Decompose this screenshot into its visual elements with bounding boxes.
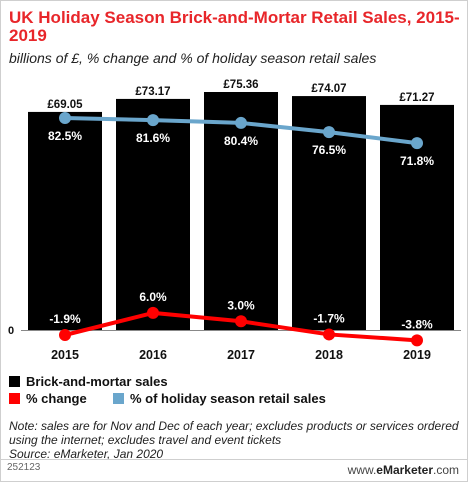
legend-label: % change [26, 391, 87, 406]
change-label: 6.0% [139, 290, 167, 304]
footnote: Note: sales are for Nov and Dec of each … [9, 419, 465, 461]
legend-item-change: % change [9, 391, 87, 407]
bar-label-box [216, 77, 266, 91]
x-tick-label: 2019 [403, 348, 431, 362]
share-label: 82.5% [48, 129, 82, 143]
brand-prefix: www. [347, 463, 377, 477]
bar-value-label: £74.07 [311, 83, 346, 95]
share-point [147, 114, 159, 127]
legend-item-bars: Brick-and-mortar sales [9, 374, 168, 390]
change-point [59, 329, 71, 341]
brand-suffix: .com [432, 463, 459, 477]
brand-logo: www.eMarketer.com [348, 463, 459, 477]
x-tick-label: 2018 [315, 348, 343, 362]
bar-label-box [304, 81, 354, 96]
chart-subtitle: billions of £, % change and % of holiday… [9, 50, 377, 66]
legend-swatch-blue [113, 393, 124, 404]
x-tick-label: 2017 [227, 348, 255, 362]
share-point [235, 116, 247, 129]
share-label: 80.4% [224, 134, 258, 148]
bar [28, 111, 102, 331]
bar-value-label: £69.05 [47, 99, 83, 111]
change-point [323, 328, 335, 341]
source-text: Source: eMarketer, Jan 2020 [9, 447, 164, 461]
legend-label: Brick-and-mortar sales [26, 374, 168, 389]
share-label: 81.6% [136, 131, 170, 145]
legend-swatch-red [9, 393, 20, 404]
y-zero-label: 0 [8, 325, 14, 337]
change-label: -1.9% [49, 312, 81, 326]
footer-divider [1, 459, 467, 460]
bar-value-label: £73.17 [135, 86, 170, 98]
chart-id: 252123 [7, 462, 41, 473]
share-point [59, 112, 71, 124]
share-label: 76.5% [312, 143, 346, 157]
change-label: 3.0% [227, 298, 255, 312]
change-label: -1.7% [313, 311, 345, 325]
chart-title: UK Holiday Season Brick-and-Mortar Retai… [9, 8, 460, 45]
change-label: -3.8% [401, 317, 433, 331]
share-point [323, 126, 335, 139]
chart-plot: 0 £69.05 £73.17 £75.36 £74.07 £71.27 82.5% 81.6… [8, 77, 461, 362]
legend-swatch-black [9, 376, 20, 387]
bar-value-label: £75.36 [223, 79, 258, 91]
bar-label-box [392, 89, 442, 104]
bar-value-label: £71.27 [399, 92, 434, 104]
bar-label-box [128, 83, 178, 98]
legend-item-share: % of holiday season retail sales [113, 391, 326, 407]
note-text: Note: sales are for Nov and Dec of each … [9, 419, 459, 447]
change-point [235, 315, 247, 328]
share-label: 71.8% [400, 154, 434, 168]
bar [116, 98, 190, 330]
brand-name: eMarketer [376, 463, 433, 477]
bar-label-box [40, 96, 90, 111]
change-point [147, 306, 159, 319]
change-point [411, 334, 423, 347]
x-tick-label: 2016 [139, 348, 167, 362]
share-point [411, 137, 423, 150]
bar [204, 92, 278, 330]
legend-label: % of holiday season retail sales [130, 391, 326, 406]
x-tick-label: 2015 [51, 348, 79, 362]
